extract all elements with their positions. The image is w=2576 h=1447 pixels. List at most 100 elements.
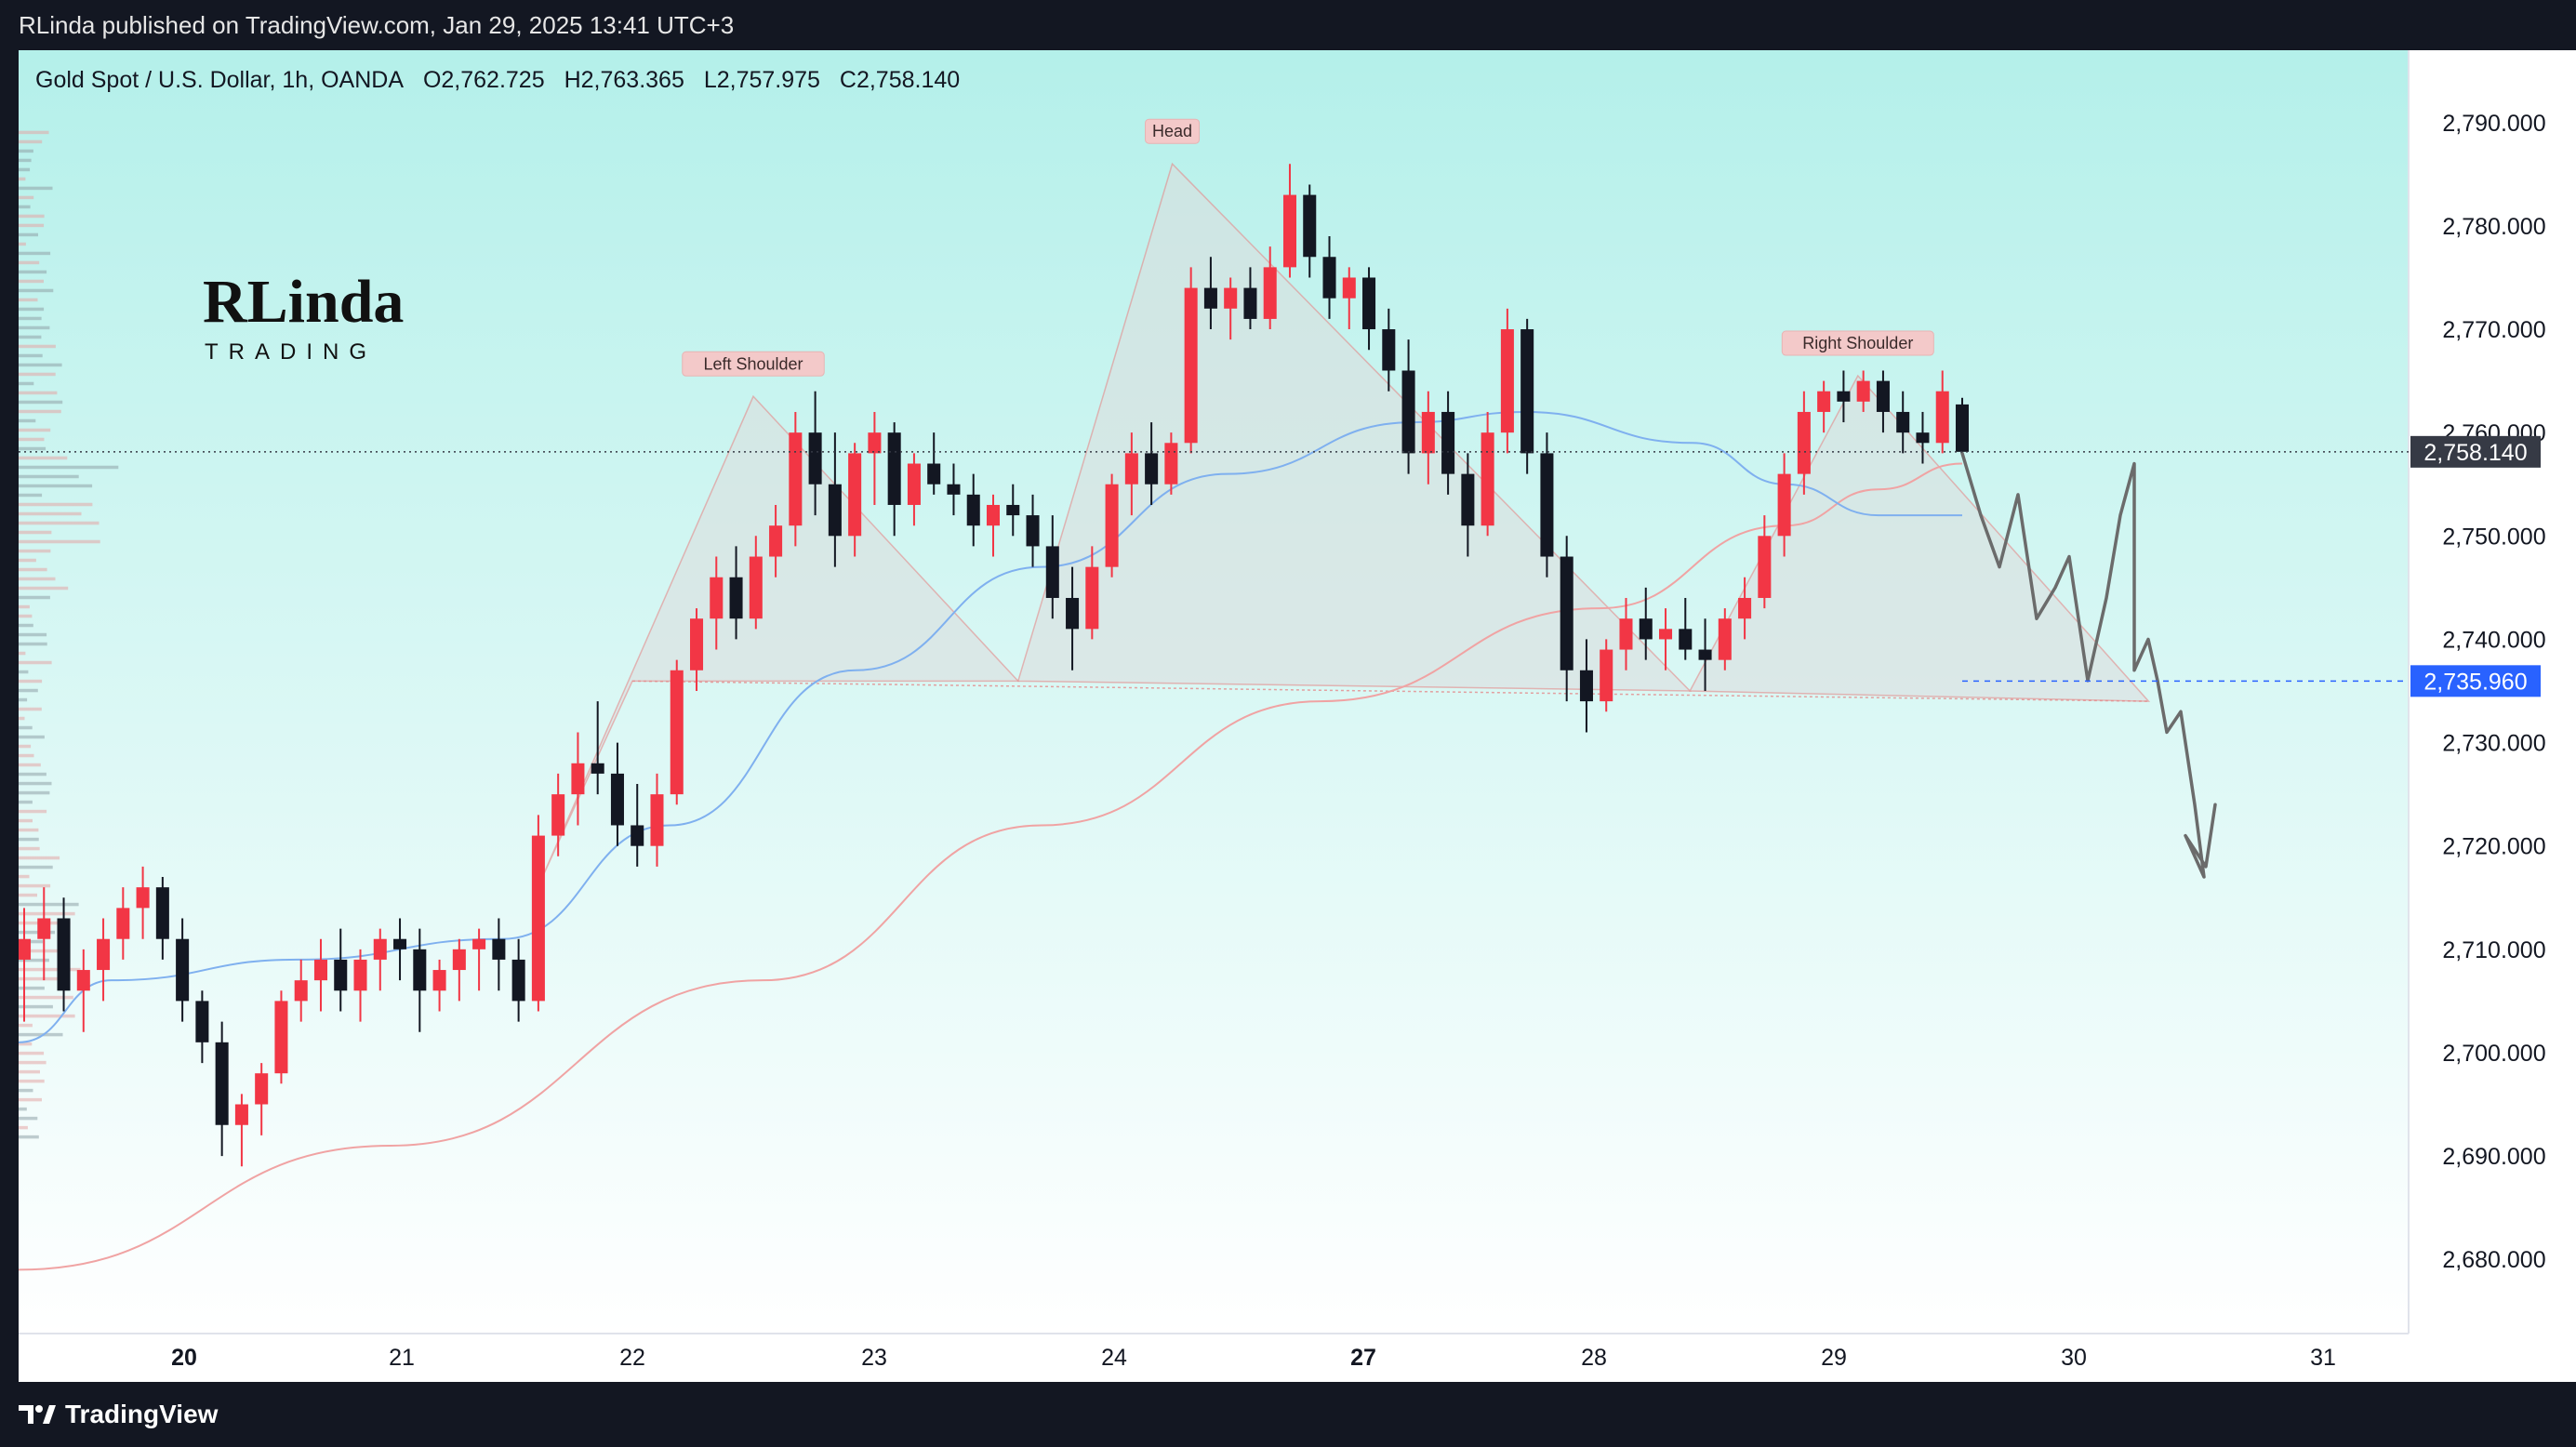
profile-bar [19, 735, 45, 739]
candle-body [1006, 504, 1020, 516]
candle-body [1066, 597, 1080, 630]
time-tick-label: 20 [171, 1345, 197, 1371]
profile-bar [19, 400, 63, 405]
profile-bar [19, 651, 26, 656]
profile-bar [19, 428, 51, 432]
candle-body [947, 484, 961, 495]
candle-body [1777, 473, 1791, 537]
profile-bar [19, 139, 43, 144]
candle-body [808, 432, 822, 485]
profile-bar [19, 781, 52, 786]
price-tick-label: 2,750.000 [2442, 524, 2545, 550]
profile-bar [19, 1088, 33, 1093]
candle-body [1362, 277, 1376, 330]
candle-body [215, 1042, 229, 1125]
profile-bar [19, 325, 50, 330]
candle-body [1421, 411, 1435, 454]
candle-body [234, 1104, 248, 1125]
price-tick-label: 2,700.000 [2442, 1041, 2545, 1067]
candle-body [393, 938, 407, 949]
profile-bar [19, 577, 56, 581]
candle-body [57, 918, 71, 991]
price-tick-label: 2,690.000 [2442, 1144, 2545, 1170]
candle-body [176, 938, 190, 1002]
profile-bar [19, 1014, 75, 1018]
price-chart[interactable]: Left Shoulder Head Right Shoulder 2,680.00… [19, 50, 2576, 1382]
last-price-label: 2,758.140 [2423, 440, 2527, 466]
pattern-label: Left Shoulder [703, 354, 803, 373]
candle-body [195, 1001, 209, 1042]
candle-body [373, 938, 387, 960]
candle-body [19, 938, 32, 960]
pattern-label-box [682, 351, 825, 377]
profile-bar [19, 670, 29, 674]
candle-body [789, 432, 803, 526]
profile-bar [19, 474, 79, 479]
profile-bar [19, 1023, 33, 1028]
legend-ohlc: Gold Spot / U.S. Dollar, 1h, OANDA O2,76… [35, 67, 973, 94]
candle-body [1540, 453, 1554, 557]
price-tick-label: 2,730.000 [2442, 731, 2545, 757]
time-tick-label: 24 [1101, 1345, 1127, 1371]
profile-bar [19, 418, 36, 423]
tradingview-logo-text: TradingView [65, 1400, 219, 1428]
candle-body [1164, 443, 1178, 485]
price-tick-label: 2,720.000 [2442, 834, 2545, 860]
profile-bar [19, 391, 58, 395]
profile-bar [19, 642, 47, 646]
price-tick-label: 2,790.000 [2442, 111, 2545, 137]
price-tick-label: 2,770.000 [2442, 317, 2545, 343]
candle-body [551, 794, 565, 836]
profile-bar [19, 437, 45, 442]
price-tick-label: 2,710.000 [2442, 937, 2545, 963]
legend-symbol[interactable]: Gold Spot / U.S. Dollar, 1h, OANDA [35, 67, 404, 93]
profile-bar [19, 679, 43, 684]
candle-body [1203, 287, 1217, 309]
candle-body [1461, 473, 1475, 526]
publisher-bar: RLinda published on TradingView.com, Jan… [0, 0, 2576, 50]
candle-body [690, 618, 704, 670]
profile-bar [19, 167, 31, 172]
profile-bar [19, 949, 68, 953]
pattern-label: Head [1152, 122, 1192, 140]
brand-line1: RLinda [203, 268, 404, 336]
candle-body [1085, 566, 1099, 630]
profile-bar [19, 1107, 27, 1111]
candle-body [591, 763, 604, 774]
candle-body [1560, 556, 1573, 670]
profile-bar [19, 586, 69, 591]
time-scale-background [19, 1334, 2576, 1382]
profile-bar [19, 232, 38, 237]
candle-body [1817, 391, 1831, 412]
legend-high: H2,763.365 [564, 67, 684, 93]
candle-body [1600, 649, 1613, 702]
profile-bar [19, 251, 51, 256]
profile-bar [19, 521, 100, 525]
candle-body [670, 670, 684, 795]
candle-body [1500, 329, 1514, 433]
candle-body [1698, 649, 1712, 660]
candle-body [1856, 380, 1870, 402]
time-tick-label: 30 [2061, 1345, 2087, 1371]
pattern-label: Right Shoulder [1802, 334, 1913, 352]
candle-body [1935, 391, 1949, 444]
profile-bar [19, 372, 56, 377]
profile-bar [19, 511, 82, 516]
candle-body [1639, 618, 1653, 640]
candle-body [650, 794, 664, 846]
chart-area[interactable]: Left Shoulder Head Right Shoulder 2,680.00… [19, 50, 2576, 1382]
profile-bar [19, 195, 34, 200]
candles [19, 164, 1970, 1167]
price-axis[interactable]: 2,680.000 2,690.000 2,700.000 2,710.000 2,72… [2410, 111, 2546, 1273]
tradingview-logo[interactable]: TradingView [19, 1395, 218, 1434]
profile-bar [19, 186, 53, 191]
profile-bar [19, 930, 56, 935]
candle-body [432, 970, 446, 991]
profile-bar [19, 614, 33, 618]
profile-bar [19, 242, 26, 246]
rlinda-trading-logo: RLinda TRADING [203, 268, 404, 365]
time-axis[interactable]: 20 21 22 23 24 27 28 29 30 31 [171, 1345, 2336, 1371]
profile-bar [19, 567, 47, 572]
candle-body [1303, 194, 1317, 258]
profile-bar [19, 753, 34, 758]
